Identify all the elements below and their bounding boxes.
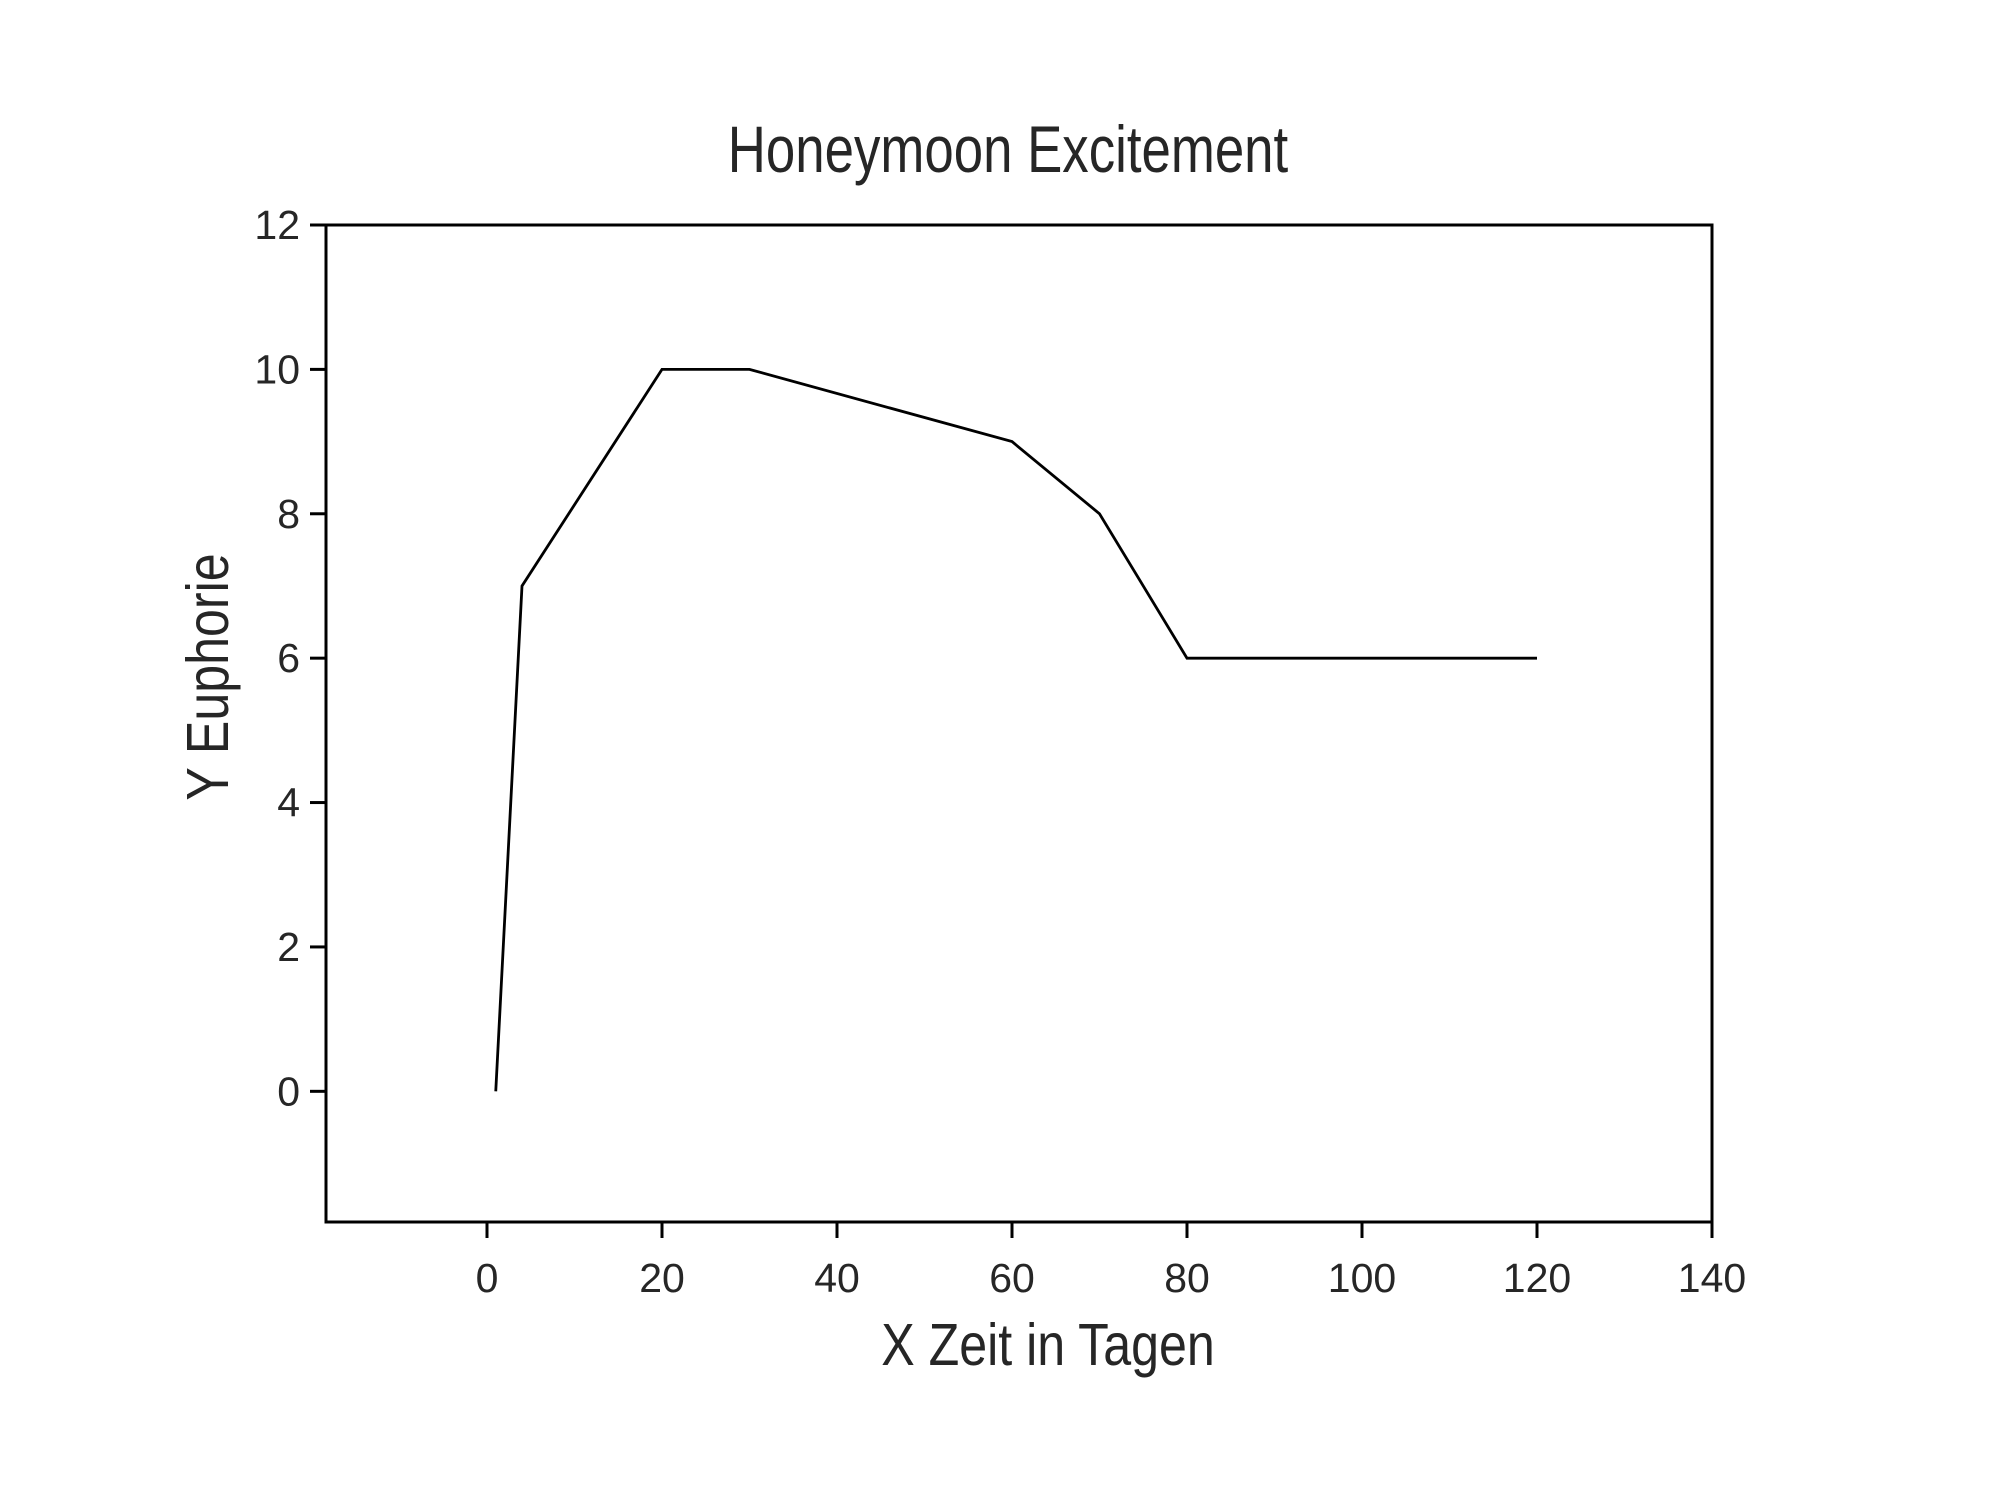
y-tick-label: 0: [277, 1068, 300, 1114]
y-tick-label: 4: [277, 780, 300, 826]
x-tick-label: 40: [814, 1255, 860, 1301]
data-line-euphorie: [494, 367, 1537, 1092]
x-tick-label: 140: [1678, 1255, 1746, 1301]
x-tick-label: 20: [639, 1255, 685, 1301]
y-tick-label: 8: [277, 491, 300, 537]
y-tick-label: 12: [254, 202, 300, 248]
y-tick-label: 6: [277, 635, 300, 681]
y-tick-label: 10: [254, 346, 300, 392]
plot-area-border: [324, 223, 1714, 1224]
y-tick-label: 2: [277, 924, 300, 970]
y-axis-label: Y Euphorie: [174, 553, 241, 800]
x-tick-label: 60: [989, 1255, 1035, 1301]
x-tick-label: 0: [476, 1255, 499, 1301]
x-axis-ticks: 0 20 40 60 80 100 120 140: [476, 1222, 1746, 1301]
y-axis-ticks: 0 2 4 6 8 10 12: [254, 202, 326, 1114]
x-tick-label: 120: [1503, 1255, 1571, 1301]
chart-title: Honeymoon Excitement: [728, 112, 1289, 186]
x-tick-label: 100: [1328, 1255, 1396, 1301]
x-axis-label: X Zeit in Tagen: [881, 1311, 1215, 1378]
x-tick-label: 80: [1164, 1255, 1210, 1301]
